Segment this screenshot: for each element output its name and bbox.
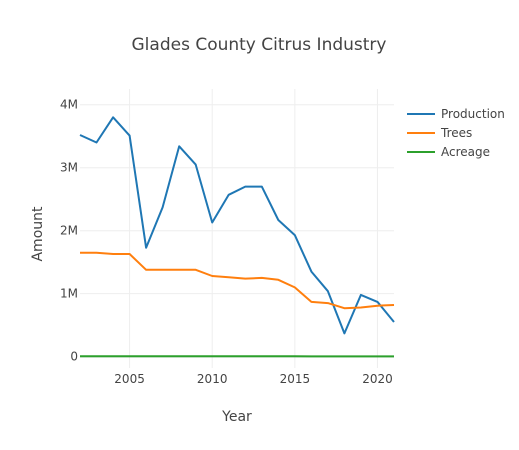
x-tick-label: 2005	[114, 372, 145, 386]
y-tick-label: 2M	[60, 224, 78, 238]
legend-item-production[interactable]: Production	[407, 107, 505, 121]
chart-title: Glades County Citrus Industry	[132, 35, 387, 55]
legend-label: Acreage	[441, 145, 490, 159]
y-axis-title: Amount	[30, 206, 46, 262]
legend-label: Production	[441, 107, 505, 121]
legend[interactable]: Production Trees Acreage	[407, 107, 505, 159]
x-axis-title: Year	[221, 409, 252, 425]
legend-label: Trees	[440, 126, 472, 140]
y-tick-label: 4M	[60, 98, 78, 112]
legend-item-acreage[interactable]: Acreage	[407, 145, 490, 159]
y-tick-label: 3M	[60, 161, 78, 175]
y-tick-label: 0	[70, 350, 78, 364]
axis-ticks: 2005 2010 2015 2020 0 1M 2M 3M 4M	[60, 98, 393, 386]
plot-area	[79, 116, 395, 358]
series-line-production[interactable]	[79, 116, 395, 335]
legend-item-trees[interactable]: Trees	[407, 126, 472, 140]
series-line-trees[interactable]	[80, 251, 395, 310]
x-tick-label: 2010	[197, 372, 228, 386]
x-tick-label: 2020	[362, 372, 393, 386]
y-tick-label: 1M	[60, 287, 78, 301]
x-tick-label: 2015	[280, 372, 311, 386]
